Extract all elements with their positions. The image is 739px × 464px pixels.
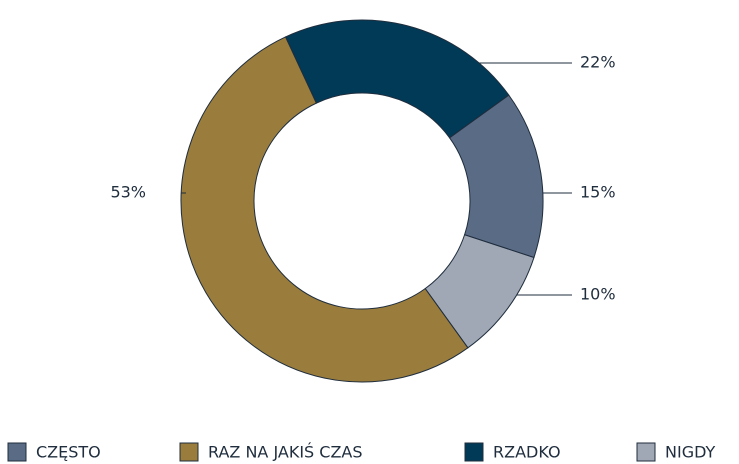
value-label: 22% <box>580 53 616 72</box>
legend-label: CZĘSTO <box>36 443 101 462</box>
value-label: 15% <box>580 183 616 202</box>
value-label: 10% <box>580 285 616 304</box>
legend-label: RZADKO <box>493 443 561 462</box>
legend-swatch <box>464 442 484 462</box>
legend-label: NIGDY <box>665 443 716 462</box>
legend-label: RAZ NA JAKIŚ CZAS <box>208 443 363 462</box>
legend-swatch <box>179 442 199 462</box>
donut-segment <box>284 19 510 139</box>
donut-segment <box>180 36 469 383</box>
legend-swatch <box>636 442 656 462</box>
legend-swatch <box>7 442 27 462</box>
value-label: 53% <box>110 183 146 202</box>
